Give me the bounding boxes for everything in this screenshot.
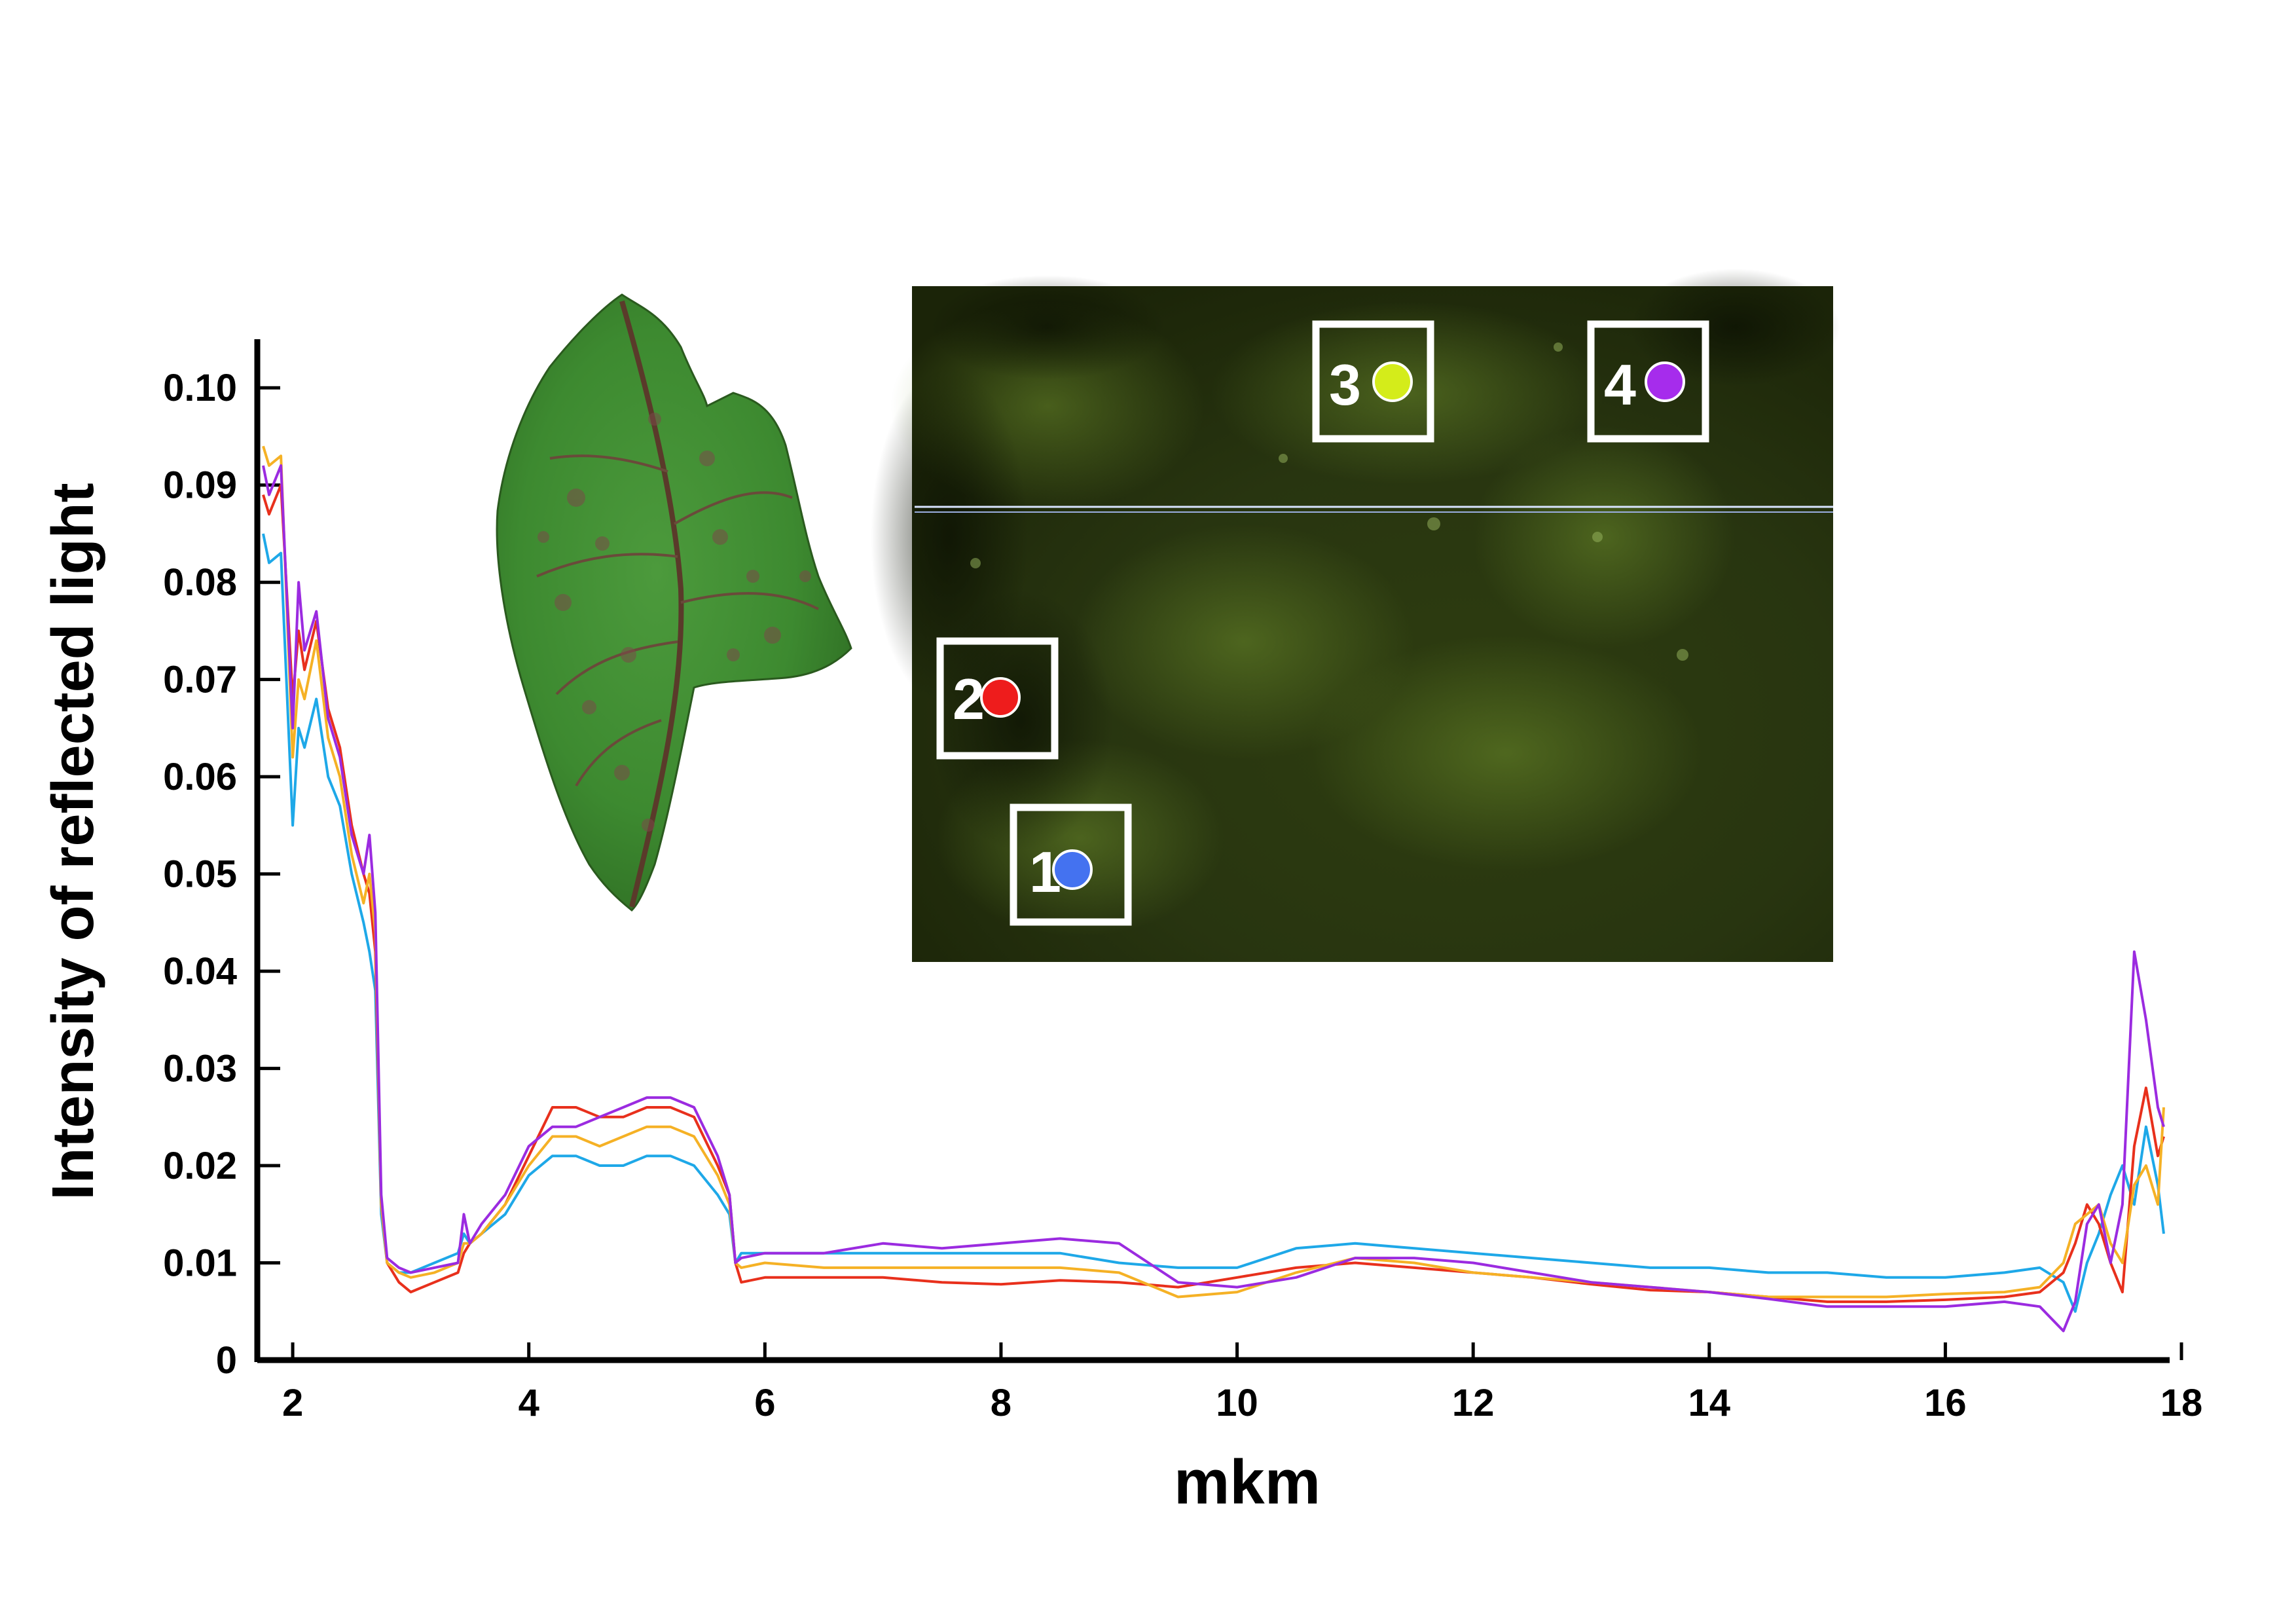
axes: 0 0.01 0.02 0.03 0.04 0.05 0.06 0.07 0.08 0.09 0.1… — [163, 339, 2202, 1424]
marker-dot — [1052, 849, 1093, 890]
y-tick-label: 0.08 — [163, 561, 237, 604]
marker-box — [1010, 803, 1132, 926]
y-tick-label: 0.05 — [163, 853, 237, 896]
marker-dot — [1645, 361, 1685, 402]
x-tick-label: 18 — [2160, 1382, 2203, 1424]
x-tick-label: 16 — [1924, 1382, 1967, 1424]
marker-number: 4 — [1604, 352, 1636, 417]
microscope-inset: 1 2 3 4 — [871, 268, 1840, 962]
x-tick-label: 2 — [282, 1382, 303, 1424]
series-line-3 — [262, 445, 2165, 1299]
x-tick-label: 10 — [1216, 1382, 1258, 1424]
marker-box — [936, 637, 1059, 760]
leaf-image — [496, 293, 852, 912]
marker-box — [1587, 320, 1709, 443]
y-tick-label: 0.06 — [163, 756, 237, 798]
y-tick-label: 0 — [216, 1339, 237, 1382]
x-tick-label: 12 — [1452, 1382, 1495, 1424]
sample-marker-4: 4 — [1587, 320, 1709, 443]
x-tick-label: 4 — [519, 1382, 539, 1424]
y-tick-label: 0.03 — [163, 1048, 237, 1090]
sample-marker-1: 1 — [1010, 803, 1132, 926]
series-line-1 — [262, 533, 2165, 1313]
marker-number: 2 — [953, 667, 985, 731]
sample-marker-2: 2 — [936, 637, 1059, 760]
sample-marker-3: 3 — [1312, 320, 1434, 443]
series-line-2 — [262, 483, 2165, 1303]
marker-number: 1 — [1029, 840, 1061, 904]
y-axis-title: Intensity of reflected light — [41, 483, 106, 1200]
x-tick-label: 6 — [754, 1382, 775, 1424]
y-tick-label: 0.07 — [163, 659, 237, 701]
x-tick-label: 14 — [1688, 1382, 1731, 1424]
marker-box — [1312, 320, 1434, 443]
y-tick-label: 0.02 — [163, 1145, 237, 1187]
series-group — [262, 445, 2165, 1333]
x-tick-label: 8 — [991, 1382, 1011, 1424]
y-tick-label: 0.04 — [163, 950, 237, 993]
marker-dot — [1372, 361, 1413, 402]
x-axis-title: mkm — [1174, 1447, 1321, 1517]
y-tick-label: 0.10 — [163, 367, 237, 409]
marker-dot — [980, 677, 1021, 718]
y-tick-label: 0.09 — [163, 464, 237, 507]
y-tick-label: 0.01 — [163, 1242, 237, 1285]
series-line-4 — [262, 464, 2165, 1333]
marker-number: 3 — [1329, 352, 1361, 417]
